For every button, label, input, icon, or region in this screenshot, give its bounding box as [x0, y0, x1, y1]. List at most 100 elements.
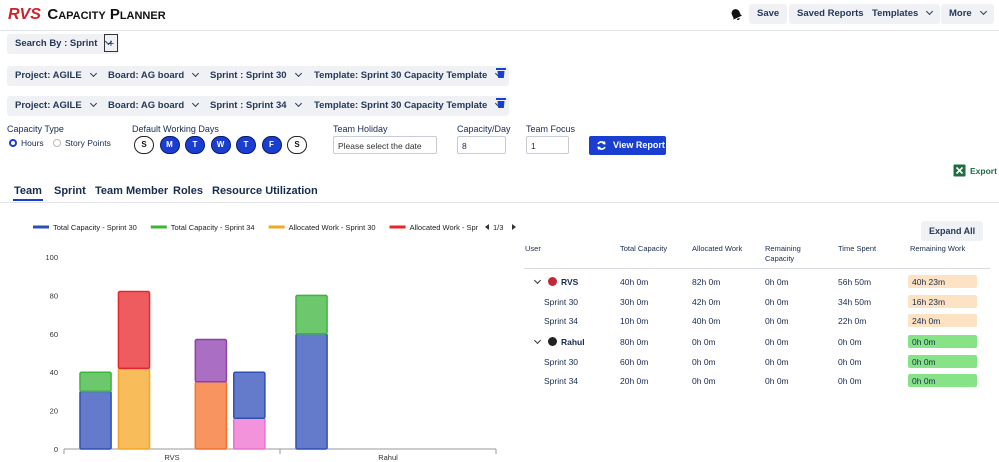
refresh-icon	[597, 141, 606, 150]
team-focus-input[interactable]: 1	[526, 136, 569, 154]
delete-icon[interactable]	[496, 67, 506, 79]
table-cell: 16h 23m	[912, 297, 946, 307]
table-cell: 60h 0m	[620, 357, 649, 367]
table-cell: 0h 0m	[765, 297, 789, 307]
legend-swatch	[268, 225, 285, 229]
team-holiday-input[interactable]: Please select the date	[333, 136, 437, 154]
table-cell: 0h 0m	[838, 376, 862, 386]
table-cell: 10h 0m	[620, 316, 649, 326]
bar	[295, 333, 328, 450]
table-cell: 34h 50m	[838, 297, 872, 307]
legend-next	[512, 224, 516, 230]
legend-label: Allocated Work - Sprint 30	[289, 223, 376, 232]
tab[interactable]: Roles	[173, 185, 203, 197]
radio-label[interactable]: Story Points	[65, 138, 111, 148]
view-report-button[interactable]: View Report	[589, 136, 666, 155]
expand-chevron[interactable]	[533, 336, 542, 345]
view-report-text: View Report	[613, 140, 665, 150]
legend-page: 1/3	[493, 223, 503, 232]
table-cell: 42h 0m	[692, 297, 721, 307]
bar	[194, 381, 228, 450]
table-cell: 0h 0m	[765, 277, 789, 287]
radio-button[interactable]	[9, 139, 17, 147]
table-cell: 82h 0m	[692, 277, 721, 287]
legend-swatch	[150, 225, 167, 229]
bar	[117, 290, 151, 370]
user-name: Sprint 34	[544, 376, 579, 386]
logo-text: RVS	[8, 6, 41, 23]
tab[interactable]: Resource Utilization	[212, 185, 318, 197]
table-cell: 0h 0m	[692, 337, 716, 347]
filter-dropdown[interactable]: Project: AGILE	[7, 66, 104, 86]
table-cell: 0h 0m	[912, 337, 936, 347]
header-action[interactable]: More	[941, 4, 994, 24]
day-toggle[interactable]: S	[287, 136, 307, 154]
filter-dropdown[interactable]: Sprint : Sprint 30	[202, 66, 309, 86]
y-tick-label: 80	[50, 291, 58, 300]
expand-chevron[interactable]	[533, 276, 542, 285]
user-name: Sprint 34	[544, 316, 579, 326]
header-action[interactable]: Templates	[864, 4, 941, 24]
legend-label: Allocated Work - Sprint 34	[410, 223, 497, 232]
search-by-dropdown[interactable]: Search By : Sprint	[7, 34, 120, 54]
table-header-divider	[524, 268, 990, 269]
tab[interactable]: Team Member	[95, 185, 169, 197]
excel-icon[interactable]	[953, 164, 966, 177]
radio-button[interactable]	[53, 139, 61, 147]
table-cell: 56h 50m	[838, 277, 872, 287]
x-tick-label: Rahul	[378, 453, 398, 462]
table-cell: 0h 0m	[912, 357, 936, 367]
table-cell: 0h 0m	[692, 357, 716, 367]
filter-dropdown[interactable]: Template: Sprint 30 Capacity Template	[306, 66, 510, 86]
filter-dropdown[interactable]: Project: AGILE	[7, 96, 104, 116]
legend-swatch	[389, 225, 406, 229]
remaining-work-highlight	[908, 314, 977, 327]
export-link[interactable]: Export	[970, 166, 997, 176]
active-tab-indicator	[13, 199, 43, 201]
table-cell: 0h 0m	[765, 376, 789, 386]
table-cell: 80h 0m	[620, 337, 649, 347]
table-cell: 0h 0m	[765, 357, 789, 367]
expand-all-button[interactable]: Expand All	[921, 221, 984, 241]
day-toggle[interactable]: W	[210, 136, 231, 154]
remaining-work-highlight	[908, 295, 977, 308]
day-toggle[interactable]: T	[185, 136, 205, 154]
bar	[233, 371, 266, 420]
notification-icon[interactable]	[729, 7, 743, 21]
app-logo[interactable]: RVS Capacity Planner	[8, 6, 166, 24]
tab[interactable]: Team	[14, 185, 42, 197]
remaining-work-highlight	[908, 374, 977, 387]
header-action[interactable]: Save	[749, 4, 788, 24]
working-days-label: Default Working Days	[132, 124, 219, 134]
radio-label[interactable]: Hours	[21, 138, 44, 148]
table-cell: 40h 23m	[912, 277, 946, 287]
column-header: Total Capacity	[620, 244, 668, 253]
y-tick-label: 20	[50, 407, 58, 416]
header-action[interactable]: Saved Reports	[789, 4, 872, 24]
capacity-type-label: Capacity Type	[7, 124, 64, 134]
table-cell: 40h 0m	[692, 316, 721, 326]
day-toggle[interactable]: F	[261, 136, 282, 154]
table-cell: 0h 0m	[912, 376, 936, 386]
tab[interactable]: Sprint	[54, 185, 86, 197]
filter-dropdown[interactable]: Template: Sprint 30 Capacity Template	[306, 96, 510, 116]
delete-icon[interactable]	[496, 97, 506, 109]
filter-dropdown[interactable]: Sprint : Sprint 34	[202, 96, 309, 116]
user-name: Rahul	[561, 337, 585, 347]
day-toggle[interactable]: S	[134, 136, 154, 154]
day-toggle[interactable]: T	[236, 136, 256, 154]
capacity-per-day-input[interactable]: 8	[457, 136, 506, 154]
filter-dropdown[interactable]: Board: AG board	[100, 96, 207, 116]
legend-label: Total Capacity - Sprint 34	[171, 223, 255, 232]
column-header: Time Spent	[838, 244, 877, 253]
table-cell: 40h 0m	[620, 277, 649, 287]
header-divider	[0, 30, 999, 31]
day-toggle[interactable]: M	[159, 136, 180, 154]
add-button[interactable]: +	[104, 34, 118, 52]
bar	[117, 367, 151, 450]
y-tick-label: 40	[50, 368, 58, 377]
table-cell: 0h 0m	[838, 337, 862, 347]
table-cell: 0h 0m	[765, 337, 789, 347]
y-tick-label: 0	[54, 445, 58, 454]
filter-dropdown[interactable]: Board: AG board	[100, 66, 207, 86]
